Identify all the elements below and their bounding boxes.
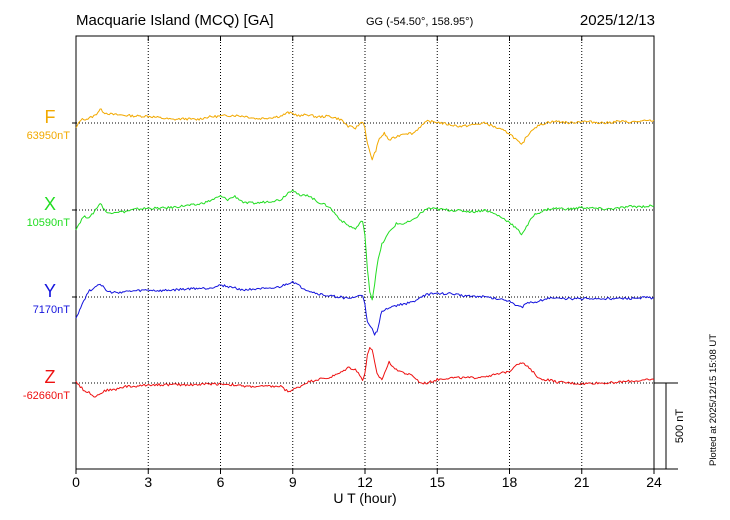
x-tick-label: 12: [357, 474, 373, 490]
baselines: [72, 122, 654, 384]
series-baseline-f: 63950nT: [27, 130, 71, 142]
series-baseline-z: -62660nT: [23, 390, 70, 402]
x-tick-label: 9: [289, 474, 297, 490]
trace-y: [75, 280, 654, 336]
series-labels: F 63950nT X 10590nT Y 7170nT Z -62660nT: [23, 107, 70, 402]
x-tick-label: 6: [217, 474, 225, 490]
x-tick-label: 15: [429, 474, 445, 490]
series-name-y: Y: [44, 281, 56, 301]
traces: [75, 108, 655, 398]
series-name-x: X: [44, 194, 56, 214]
chart-title: Macquarie Island (MCQ) [GA]: [76, 12, 274, 29]
scale-bar-label: 500 nT: [674, 409, 686, 444]
x-tick-label: 21: [574, 474, 590, 490]
x-tick-label: 18: [502, 474, 518, 490]
grid: [147, 36, 583, 469]
station-coordinates: GG (-54.50°, 158.95°): [366, 16, 473, 28]
series-name-f: F: [45, 107, 56, 127]
trace-z: [75, 347, 655, 398]
series-name-z: Z: [45, 367, 56, 387]
series-baseline-x: 10590nT: [27, 217, 71, 229]
chart-date: 2025/12/13: [580, 12, 655, 29]
x-tick-label: 0: [72, 474, 80, 490]
trace-f: [75, 108, 655, 161]
x-axis-label: U T (hour): [333, 490, 396, 506]
x-tick-label: 3: [144, 474, 152, 490]
trace-x: [75, 189, 655, 301]
plotted-timestamp: Plotted at 2025/12/15 15:08 UT: [708, 334, 719, 466]
scale-bar: 500 nT: [654, 382, 686, 470]
series-baseline-y: 7170nT: [33, 304, 71, 316]
x-axis: 0 3 6 9 12 15 18 21 24: [72, 36, 662, 490]
x-tick-label: 24: [646, 474, 662, 490]
